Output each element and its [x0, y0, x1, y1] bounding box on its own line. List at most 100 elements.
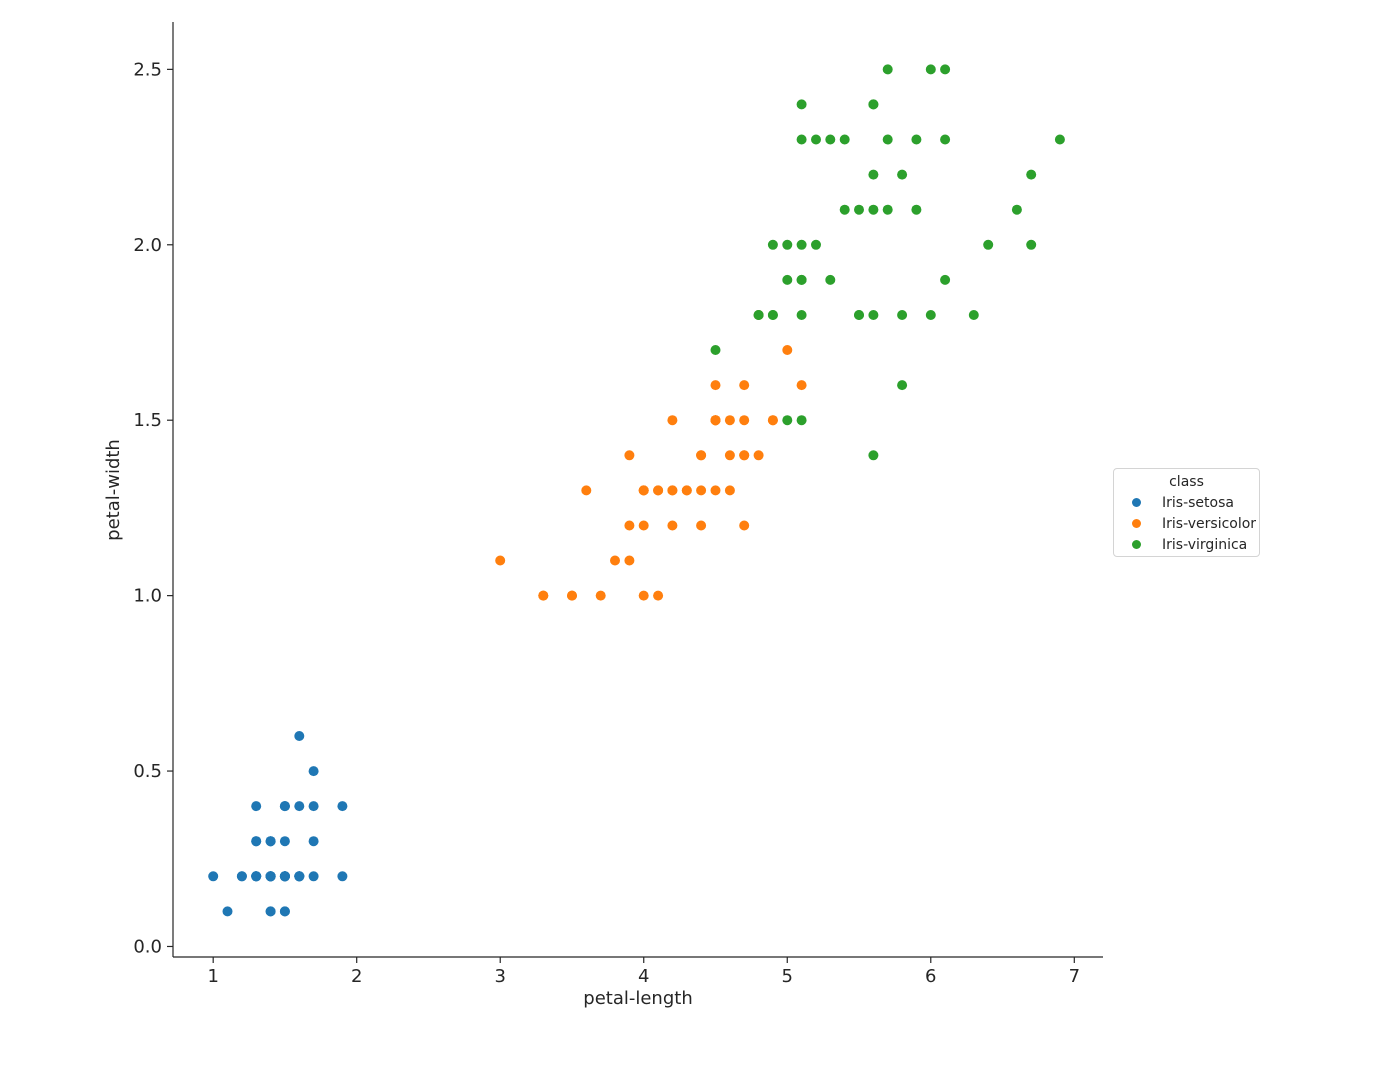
series-iris-setosa — [208, 731, 348, 917]
y-tick-label: 0.0 — [133, 936, 162, 957]
data-point — [796, 415, 807, 426]
data-point — [308, 766, 319, 777]
data-point — [624, 520, 635, 531]
data-point — [753, 310, 764, 320]
data-point — [638, 485, 649, 496]
data-point — [868, 99, 879, 110]
data-point — [782, 239, 793, 250]
data-point — [868, 450, 879, 461]
data-point — [940, 64, 951, 75]
data-point — [624, 450, 635, 461]
data-point — [308, 871, 319, 882]
data-point — [696, 520, 707, 531]
data-point — [825, 134, 836, 145]
data-point — [667, 415, 678, 426]
data-point — [739, 520, 750, 531]
data-point — [753, 450, 764, 461]
data-point — [854, 204, 864, 215]
data-point — [308, 801, 319, 812]
legend-item: Iris-versicolor — [1114, 513, 1259, 534]
data-point — [911, 204, 922, 215]
legend-title: class — [1169, 474, 1204, 490]
data-point — [897, 310, 908, 320]
data-point — [796, 310, 807, 320]
data-point — [767, 239, 778, 250]
data-point — [724, 415, 735, 426]
x-tick-label: 1 — [207, 966, 218, 987]
data-point — [767, 415, 778, 426]
data-point — [610, 555, 620, 566]
data-point — [940, 274, 951, 285]
data-point — [653, 590, 664, 601]
data-point — [251, 801, 262, 812]
data-point — [279, 871, 290, 882]
legend-marker-icon — [1132, 498, 1141, 507]
data-point — [1026, 169, 1037, 180]
data-point — [796, 134, 807, 145]
data-point — [897, 380, 908, 391]
data-point — [595, 590, 606, 601]
data-point — [265, 836, 276, 847]
data-point — [882, 134, 893, 145]
data-point — [279, 801, 290, 812]
data-point — [624, 555, 635, 566]
data-point — [251, 836, 262, 847]
y-axis-label: petal-width — [103, 439, 124, 541]
data-point — [279, 906, 290, 917]
data-point — [495, 555, 506, 566]
data-point — [638, 520, 649, 531]
legend-item-label: Iris-virginica — [1162, 536, 1248, 553]
y-tick-label: 1.5 — [133, 410, 162, 431]
x-tick-label: 2 — [351, 966, 362, 987]
series-iris-versicolor — [495, 310, 807, 601]
x-tick-label: 6 — [925, 966, 936, 987]
data-point — [567, 590, 577, 601]
data-point — [265, 906, 276, 917]
data-point — [868, 310, 879, 320]
data-point — [767, 310, 778, 320]
data-point — [1054, 134, 1065, 145]
data-point — [653, 485, 664, 496]
y-tick-label: 2.5 — [133, 59, 162, 80]
data-point — [782, 415, 793, 426]
legend-marker-icon — [1132, 540, 1141, 549]
x-tick-label: 3 — [494, 966, 505, 987]
data-point — [638, 590, 649, 601]
data-point — [696, 450, 707, 461]
data-point — [251, 871, 262, 882]
data-point — [839, 204, 850, 215]
legend-items: Iris-setosa Iris-versicolor Iris-virginica — [1114, 492, 1259, 555]
data-point — [581, 485, 592, 496]
data-point — [968, 310, 979, 320]
legend-item-label: Iris-versicolor — [1162, 515, 1257, 532]
generated-plot-layer: 1 2 3 4 5 6 7 0.0 0.5 1.0 1.5 2.0 2.5 — [133, 22, 1103, 987]
data-point — [811, 239, 821, 250]
data-point — [739, 450, 750, 461]
legend-item: Iris-setosa — [1114, 492, 1259, 513]
data-point — [796, 239, 807, 250]
data-point — [222, 906, 233, 917]
x-tick-label: 7 — [1069, 966, 1080, 987]
data-point — [538, 590, 549, 601]
data-point — [308, 836, 319, 847]
data-point — [868, 169, 879, 180]
data-point — [208, 871, 219, 882]
data-point — [681, 485, 692, 496]
data-point — [897, 169, 908, 180]
data-point — [782, 345, 793, 355]
data-point — [796, 99, 807, 110]
data-point — [236, 871, 247, 882]
data-point — [1026, 239, 1037, 250]
data-point — [925, 310, 936, 320]
data-point — [825, 274, 836, 285]
data-point — [724, 485, 735, 496]
data-point — [739, 415, 750, 426]
data-point — [796, 274, 807, 285]
data-point — [279, 836, 290, 847]
data-point — [882, 64, 893, 75]
data-point — [710, 485, 721, 496]
data-point — [796, 380, 807, 391]
legend-marker-icon — [1132, 519, 1141, 528]
data-point — [911, 134, 922, 145]
